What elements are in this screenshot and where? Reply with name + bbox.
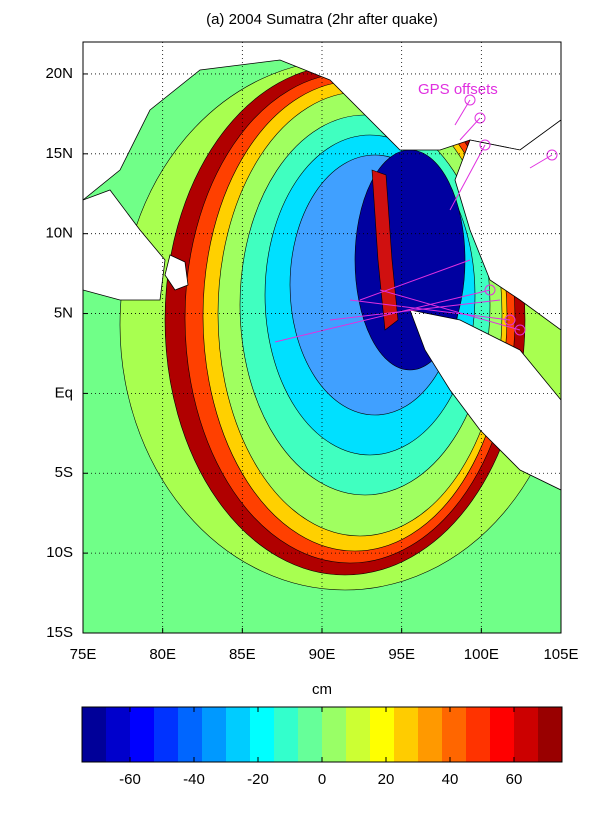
colorbar-tick-label: 60 (506, 771, 523, 788)
colorbar-tick-label: -60 (119, 771, 141, 788)
gps-arrow (349, 299, 511, 321)
x-tick-label: 75E (70, 646, 97, 663)
color-step (130, 707, 155, 762)
color-step (538, 707, 563, 762)
color-step (202, 707, 227, 762)
y-tick-label: 15N (45, 145, 73, 162)
gps-site (479, 139, 491, 151)
color-step (418, 707, 443, 762)
land (164, 254, 189, 291)
color-step (394, 707, 419, 762)
x-tick-label: 95E (388, 646, 415, 663)
color-step (514, 707, 539, 762)
gps-site (464, 94, 476, 106)
x-tick-label: 85E (229, 646, 256, 663)
wave-band (371, 169, 399, 331)
land (83, 189, 166, 301)
gps-arrow (529, 154, 553, 169)
gps-site (504, 314, 516, 326)
y-tick-label: 10S (46, 544, 73, 561)
color-step (106, 707, 131, 762)
color-step (298, 707, 323, 762)
colorbar-tick-label: -40 (183, 771, 205, 788)
gps-arrow (274, 289, 491, 343)
gps-arrow (329, 299, 501, 321)
gps-site (546, 149, 558, 161)
color-step (370, 707, 395, 762)
color-step (490, 707, 515, 762)
x-tick-label: 90E (309, 646, 336, 663)
gps-arrow (359, 259, 471, 301)
gps-arrow (379, 289, 521, 331)
color-step (226, 707, 251, 762)
gps-site (514, 324, 526, 336)
y-tick-label: 20N (45, 65, 73, 82)
gps-site (474, 112, 486, 124)
colorbar-tick-label: -20 (247, 771, 269, 788)
y-tick-label: Eq (55, 384, 73, 401)
color-step (178, 707, 203, 762)
color-step (346, 707, 371, 762)
colorbar-tick-label: 20 (378, 771, 395, 788)
colorbar-tick-label: 40 (442, 771, 459, 788)
annotation: GPS offsets (418, 81, 498, 98)
x-tick-label: 105E (543, 646, 578, 663)
colorbar-label: cm (312, 681, 332, 698)
gps-vectors (274, 94, 558, 343)
color-step (82, 707, 107, 762)
y-tick-label: 10N (45, 225, 73, 242)
y-tick-label: 15S (46, 624, 73, 641)
color-step (322, 707, 347, 762)
x-tick-label: 100E (464, 646, 499, 663)
y-tick-label: 5S (55, 464, 73, 481)
color-step (466, 707, 491, 762)
color-step (442, 707, 467, 762)
y-tick-label: 5N (54, 305, 73, 322)
x-tick-label: 80E (149, 646, 176, 663)
map (83, 42, 561, 633)
gps-site (484, 284, 496, 296)
chart-title: (a) 2004 Sumatra (2hr after quake) (206, 11, 438, 28)
land (409, 309, 561, 491)
color-step (154, 707, 179, 762)
colorbar-tick-label: 0 (318, 771, 326, 788)
gps-arrow (449, 144, 486, 211)
land (454, 119, 561, 331)
color-step (250, 707, 275, 762)
color-step (274, 707, 299, 762)
